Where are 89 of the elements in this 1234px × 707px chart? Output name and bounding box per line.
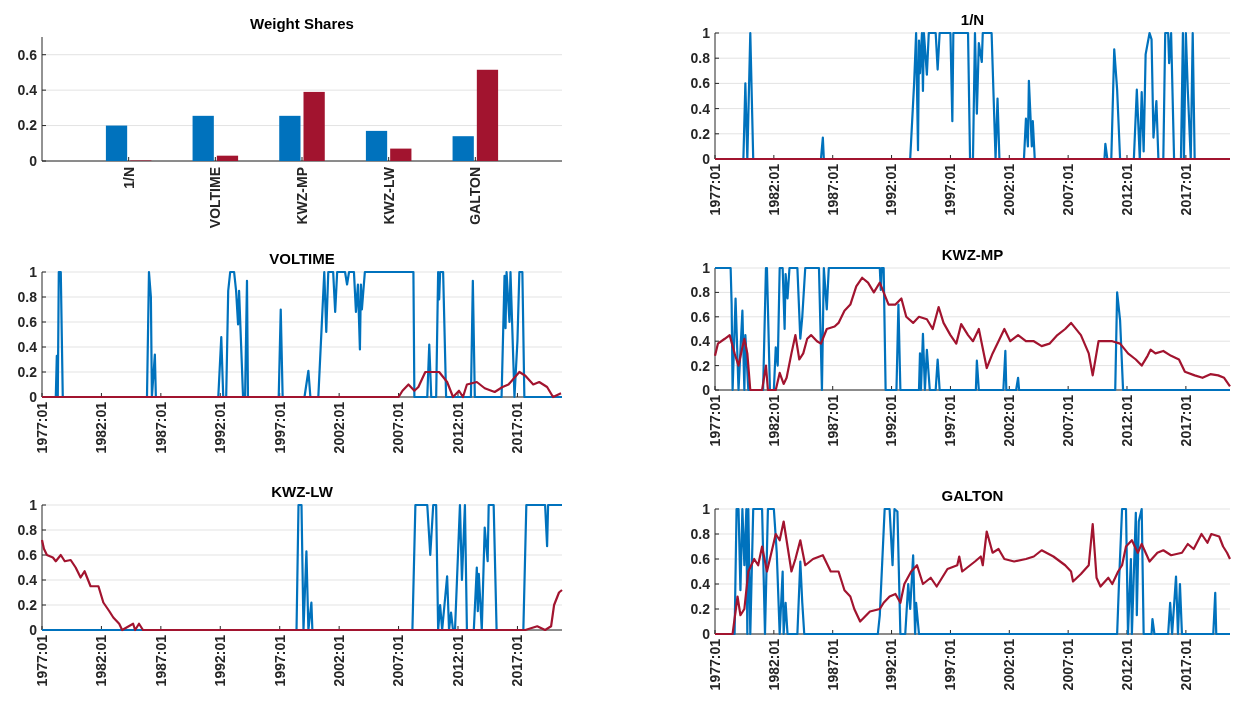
- x-tick-label: GALTON: [467, 167, 484, 225]
- x-tick-label: 2007:01: [390, 401, 407, 454]
- x-tick-label: 1997:01: [942, 163, 959, 216]
- x-tick-label: 1997:01: [942, 638, 959, 691]
- y-tick-label: 0.8: [17, 288, 38, 305]
- x-tick-label: 1992:01: [883, 638, 900, 691]
- bar: [192, 115, 214, 161]
- y-tick-label: 0.6: [17, 546, 38, 563]
- y-tick-label: 0.4: [17, 571, 38, 588]
- y-tick-label: 0.4: [17, 338, 38, 355]
- bar: [279, 115, 301, 161]
- y-tick-label: 0.4: [690, 100, 711, 117]
- x-tick-label: 1992:01: [212, 401, 229, 454]
- x-tick-label: 2012:01: [1118, 163, 1135, 216]
- x-tick-label: 1997:01: [942, 394, 959, 447]
- bar: [452, 136, 474, 161]
- bar: [390, 148, 412, 161]
- x-tick-label: 1/N: [120, 167, 137, 189]
- y-tick-label: 0.8: [690, 525, 711, 542]
- y-tick-label: 0.2: [690, 600, 711, 617]
- x-tick-label: 2002:01: [331, 401, 348, 454]
- x-tick-label: 2017:01: [509, 634, 526, 687]
- x-tick-label: 2002:01: [1001, 638, 1018, 691]
- x-tick-label: 1987:01: [824, 394, 841, 447]
- chart-title: KWZ-MP: [941, 246, 1004, 263]
- x-tick-label: VOLTIME: [207, 167, 224, 229]
- chart-title: Weight Shares: [250, 15, 354, 32]
- x-tick-label: 1982:01: [93, 634, 110, 687]
- x-tick-label: KWZ-LW: [380, 166, 397, 225]
- x-tick-label: 1982:01: [765, 638, 782, 691]
- bar: [476, 69, 499, 161]
- x-tick-label: 2002:01: [1001, 163, 1018, 216]
- bar: [303, 91, 325, 161]
- chart-title: GALTON: [941, 487, 1004, 504]
- x-tick-label: 1987:01: [824, 163, 841, 216]
- x-tick-label: 2002:01: [1001, 394, 1018, 447]
- y-tick-label: 0.4: [17, 82, 38, 99]
- chart-title: VOLTIME: [269, 250, 335, 267]
- chart-title: KWZ-LW: [271, 483, 334, 500]
- x-tick-label: 2007:01: [1060, 394, 1077, 447]
- y-tick-label: 0.6: [690, 550, 711, 567]
- y-tick-label: 0.8: [17, 521, 38, 538]
- y-tick-label: 1: [702, 24, 711, 41]
- y-tick-label: 0: [29, 152, 38, 169]
- x-tick-label: 1992:01: [883, 163, 900, 216]
- x-tick-label: KWZ-MP: [293, 167, 310, 225]
- y-tick-label: 0.2: [17, 363, 38, 380]
- y-tick-label: 0.6: [690, 75, 711, 92]
- bar: [365, 130, 388, 161]
- chart-title: 1/N: [960, 11, 985, 28]
- x-tick-label: 2012:01: [1118, 394, 1135, 447]
- x-tick-label: 1982:01: [765, 394, 782, 447]
- y-tick-label: 1: [29, 263, 38, 280]
- y-tick-label: 0.8: [690, 50, 711, 67]
- y-tick-label: 0.2: [17, 596, 38, 613]
- x-tick-label: 2002:01: [331, 634, 348, 687]
- y-tick-label: 1: [702, 500, 711, 517]
- x-tick-label: 2007:01: [390, 634, 407, 687]
- x-tick-label: 2007:01: [1060, 638, 1077, 691]
- x-tick-label: 2017:01: [1177, 163, 1194, 216]
- x-tick-label: 1987:01: [152, 401, 169, 454]
- y-tick-label: 1: [702, 259, 711, 276]
- x-tick-label: 1982:01: [93, 401, 110, 454]
- x-tick-label: 1992:01: [883, 394, 900, 447]
- x-tick-label: 1982:01: [765, 163, 782, 216]
- y-tick-label: 0.6: [690, 308, 711, 325]
- y-tick-label: 0.2: [690, 125, 711, 142]
- x-tick-label: 1997:01: [271, 634, 288, 687]
- x-tick-label: 2017:01: [509, 401, 526, 454]
- y-tick-label: 0.6: [17, 313, 38, 330]
- y-tick-label: 0.6: [17, 46, 38, 63]
- y-tick-label: 1: [29, 496, 38, 513]
- x-tick-label: 1987:01: [152, 634, 169, 687]
- x-tick-label: 2012:01: [1118, 638, 1135, 691]
- x-tick-label: 2012:01: [449, 634, 466, 687]
- x-tick-label: 1987:01: [824, 638, 841, 691]
- x-tick-label: 2007:01: [1060, 163, 1077, 216]
- x-tick-label: 1992:01: [212, 634, 229, 687]
- bar: [216, 155, 239, 161]
- bar: [105, 125, 128, 161]
- y-tick-label: 0.4: [690, 575, 711, 592]
- x-tick-label: 2017:01: [1177, 394, 1194, 447]
- y-tick-label: 0.4: [690, 333, 711, 350]
- x-tick-label: 2012:01: [449, 401, 466, 454]
- y-tick-label: 0.2: [690, 357, 711, 374]
- x-tick-label: 1997:01: [271, 401, 288, 454]
- x-tick-label: 2017:01: [1177, 638, 1194, 691]
- y-tick-label: 0.2: [17, 117, 38, 134]
- y-tick-label: 0.8: [690, 284, 711, 301]
